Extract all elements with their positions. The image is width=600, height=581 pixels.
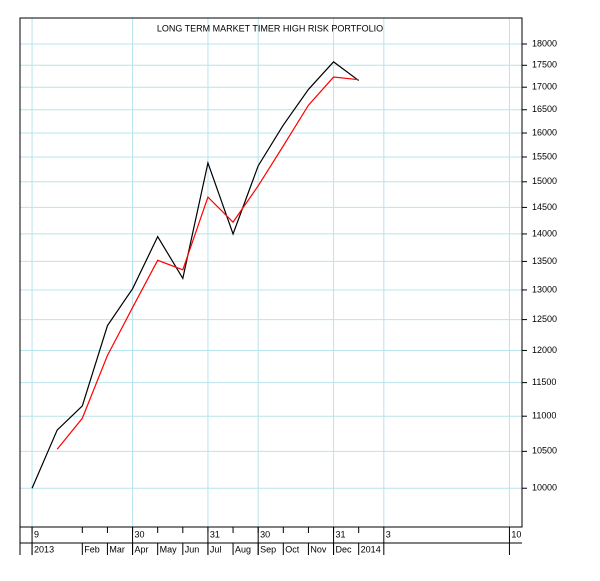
y-tick-label: 13000: [532, 284, 557, 294]
y-tick-label: 11500: [532, 377, 556, 387]
x-month-label: Sep: [260, 544, 276, 554]
x-month-label: 2014: [361, 544, 381, 554]
y-tick-label: 17000: [532, 82, 557, 92]
y-tick-label: 14000: [532, 228, 557, 238]
series-line: [56, 76, 359, 450]
y-tick-label: 10500: [532, 446, 557, 456]
series-line: [31, 61, 360, 489]
y-tick-label: 11000: [532, 411, 556, 421]
plot-frame: [19, 17, 523, 528]
y-tick-label: 13500: [532, 256, 557, 266]
grid: [20, 18, 522, 527]
x-month-label: Aug: [235, 544, 251, 554]
x-tick-label: 31: [210, 529, 220, 539]
x-month-label: Nov: [310, 544, 327, 554]
x-tick-label: 31: [336, 529, 346, 539]
y-tick-label: 12500: [532, 314, 557, 324]
x-month-label: Feb: [84, 544, 100, 554]
x-tick-label: 3: [386, 529, 391, 539]
x-tick-label: 30: [260, 529, 270, 539]
y-tick-label: 18000: [532, 38, 557, 48]
y-tick-label: 15500: [532, 151, 557, 161]
y-tick-label: 14500: [532, 202, 557, 212]
y-tick-label: 16000: [532, 127, 557, 137]
y-tick-label: 10000: [532, 483, 557, 493]
y-tick-label: 12000: [532, 345, 557, 355]
x-month-label: Jun: [185, 544, 200, 554]
x-tick-label: 10: [511, 529, 521, 539]
x-month-label: 2013: [34, 544, 54, 554]
y-tick-label: 15000: [532, 176, 557, 186]
x-tick-label: 9: [34, 529, 39, 539]
x-month-label: Dec: [336, 544, 353, 554]
x-month-label: Mar: [109, 544, 125, 554]
x-month-label: May: [160, 544, 178, 554]
chart-title: LONG TERM MARKET TIMER HIGH RISK PORTFOL…: [157, 23, 383, 33]
y-tick-label: 16500: [532, 104, 557, 114]
x-month-label: Jul: [210, 544, 222, 554]
x-month-label: Oct: [285, 544, 300, 554]
y-tick-label: 17500: [532, 60, 557, 70]
x-tick-label: 30: [135, 529, 145, 539]
x-month-label: Apr: [135, 544, 149, 554]
